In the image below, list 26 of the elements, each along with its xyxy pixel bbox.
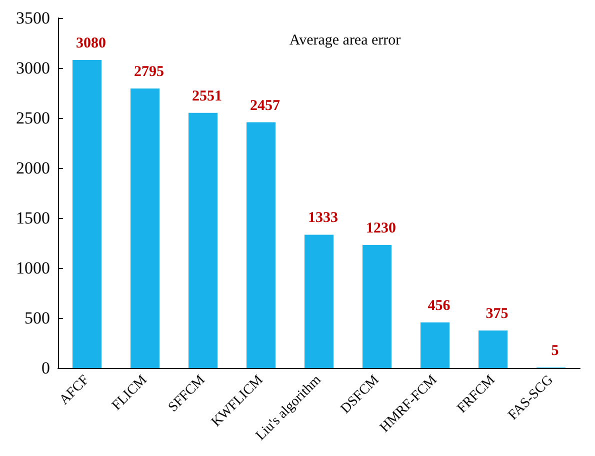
data-label: 1333 (308, 210, 338, 226)
data-label: 3080 (76, 36, 106, 52)
data-label: 5 (551, 343, 559, 359)
y-tick-label: 3500 (16, 8, 50, 28)
bar (478, 330, 508, 368)
data-label: 456 (428, 298, 451, 314)
data-label: 2795 (134, 64, 164, 80)
bar (420, 322, 450, 368)
bar (188, 112, 218, 368)
bar (362, 245, 392, 368)
y-tick-label: 0 (42, 358, 50, 378)
bar (72, 60, 102, 368)
bar (130, 88, 160, 368)
bar (246, 122, 276, 368)
data-label: 375 (486, 306, 508, 322)
y-tick-label: 1000 (16, 258, 50, 278)
y-tick-label: 2500 (16, 108, 50, 128)
data-label: 2457 (250, 98, 280, 114)
data-label: 2551 (192, 88, 222, 104)
bar (304, 234, 334, 368)
y-tick-label: 1500 (16, 208, 50, 228)
text: Average area error (289, 32, 401, 48)
data-label: 1230 (366, 220, 396, 236)
y-tick-label: 2000 (16, 158, 50, 178)
y-tick-label: 3000 (16, 58, 50, 78)
y-tick-label: 500 (24, 308, 50, 328)
